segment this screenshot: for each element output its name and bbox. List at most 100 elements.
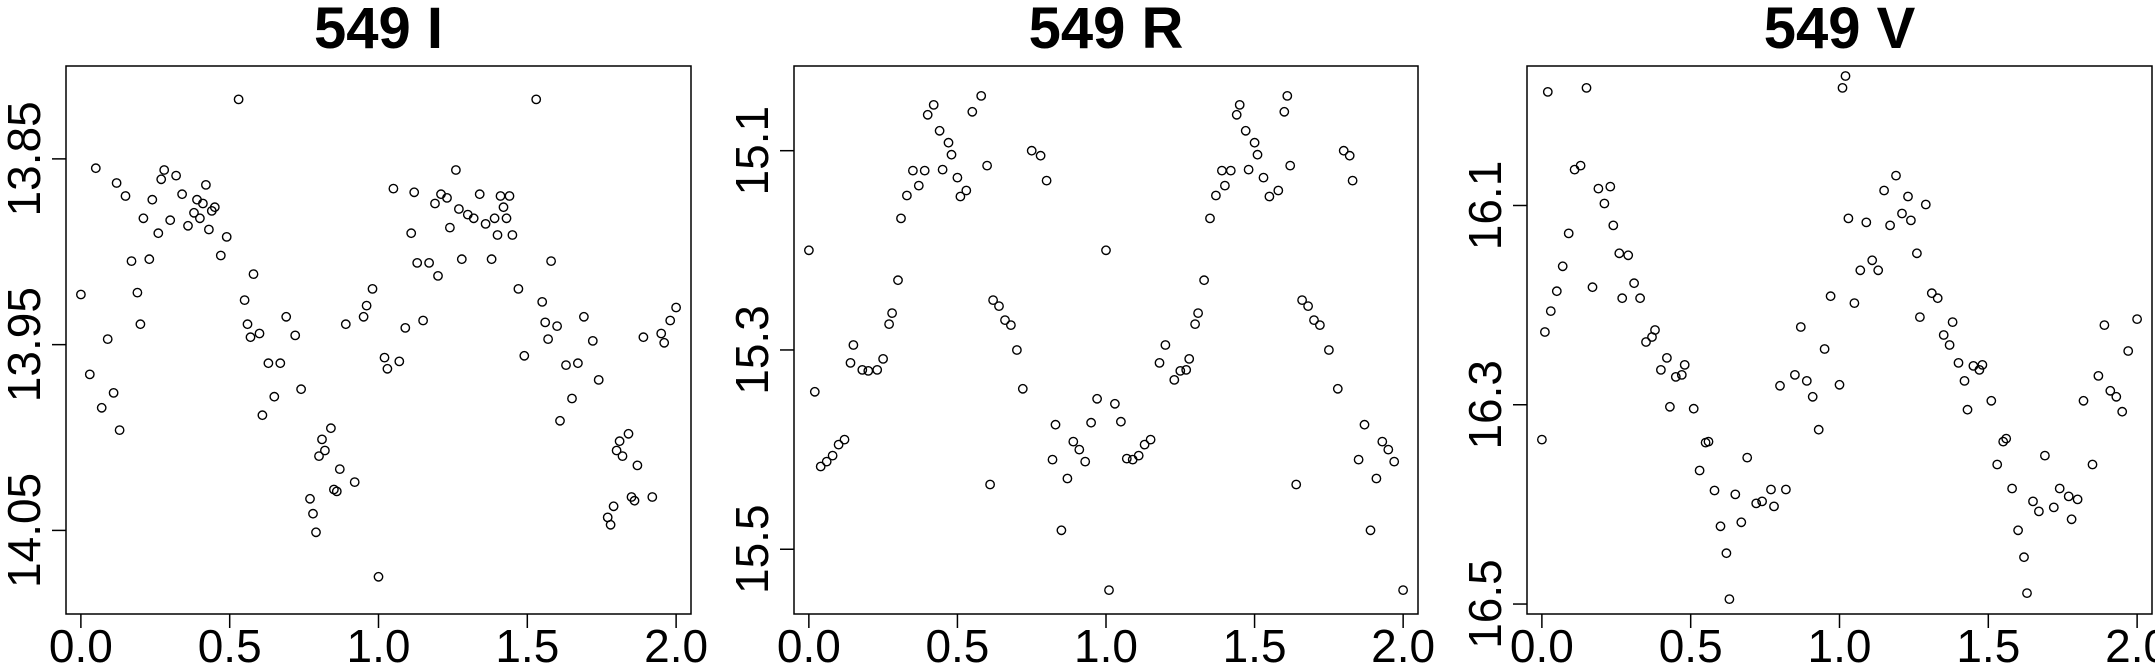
data-point (1623, 250, 1634, 261)
data-point (1116, 416, 1126, 427)
data-points (804, 91, 1409, 595)
data-point (2072, 494, 2083, 505)
data-point (1891, 170, 1901, 181)
data-point (394, 356, 405, 367)
data-point (1383, 444, 1394, 455)
data-point (379, 352, 390, 363)
data-point (1139, 439, 1150, 450)
data-point (144, 254, 155, 265)
data-point (2054, 483, 2065, 494)
data-point (1915, 312, 1925, 322)
data-point (1012, 345, 1022, 355)
data-point (1303, 301, 1314, 311)
data-point (1992, 459, 2003, 470)
data-point (1977, 359, 1988, 370)
data-point (809, 386, 820, 397)
data-point (1769, 501, 1779, 512)
data-point (254, 328, 265, 339)
data-point (1947, 317, 1958, 327)
data-point (872, 364, 883, 375)
data-point (1575, 160, 1586, 171)
data-point (1650, 325, 1660, 335)
data-point (171, 170, 182, 181)
data-point (456, 254, 467, 265)
data-point (2013, 525, 2024, 536)
data-point (2048, 502, 2059, 513)
data-point (340, 319, 351, 330)
data-point (1199, 275, 1210, 286)
data-point (1279, 106, 1290, 117)
data-point (647, 492, 658, 502)
data-point (1605, 181, 1616, 192)
data-point (507, 230, 518, 240)
data-point (1926, 288, 1937, 299)
data-point (1371, 473, 1382, 484)
data-point (1160, 340, 1171, 350)
data-point (442, 192, 452, 203)
data-point (946, 149, 957, 160)
data-point (319, 445, 330, 456)
data-point (1557, 261, 1568, 272)
data-point (450, 165, 461, 175)
data-point (412, 257, 423, 268)
data-point (1056, 525, 1067, 536)
data-point (982, 160, 992, 171)
data-point (1662, 352, 1672, 363)
data-point (955, 191, 966, 202)
data-point (486, 254, 497, 265)
data-point (1258, 172, 1269, 183)
data-point (1807, 391, 1818, 402)
data-point (540, 317, 551, 328)
data-point (215, 250, 226, 261)
data-point (531, 94, 542, 105)
plot-frame (793, 65, 1419, 615)
data-point (671, 302, 681, 313)
data-point (1035, 150, 1046, 161)
data-point (281, 311, 292, 322)
data-point (1834, 379, 1845, 390)
data-point (1344, 150, 1355, 161)
data-point (1243, 164, 1254, 175)
data-point (1837, 83, 1848, 93)
data-point (1903, 191, 1913, 202)
data-point (1688, 403, 1699, 414)
data-point (1092, 393, 1103, 404)
data-point (827, 450, 838, 461)
data-point (833, 439, 844, 450)
data-point (1190, 319, 1201, 329)
y-tick-label: 13.85 (0, 101, 50, 216)
data-point (857, 364, 868, 375)
data-point (913, 180, 924, 191)
chart-title: 549 R (1029, 0, 1184, 61)
data-point (233, 94, 244, 105)
data-point (2099, 320, 2110, 330)
data-point (1790, 369, 1800, 380)
x-tick-label: 2.0 (2105, 620, 2155, 669)
data-point (138, 213, 149, 224)
data-point (1291, 479, 1302, 490)
data-point (248, 269, 259, 279)
data-point (96, 402, 107, 413)
data-point (1801, 375, 1812, 386)
data-point (334, 464, 345, 474)
x-tick-label: 0.0 (49, 620, 113, 669)
x-tick-label: 2.0 (1371, 620, 1435, 669)
data-point (495, 191, 506, 201)
data-point (1670, 371, 1681, 382)
data-point (132, 287, 143, 298)
data-point (1867, 255, 1878, 266)
data-point (1873, 265, 1884, 276)
x-tick-label: 1.5 (1956, 620, 2020, 669)
x-tick-label: 0.5 (925, 620, 989, 669)
data-point (656, 328, 667, 339)
data-point (1849, 298, 1860, 308)
data-point (896, 213, 906, 224)
plot-frame (1526, 65, 2153, 615)
data-point (424, 257, 434, 268)
data-point (1986, 395, 1997, 406)
data-points (76, 94, 681, 582)
data-point (1540, 327, 1550, 337)
data-point (1656, 364, 1666, 375)
data-point (406, 228, 417, 239)
data-point (275, 358, 286, 369)
